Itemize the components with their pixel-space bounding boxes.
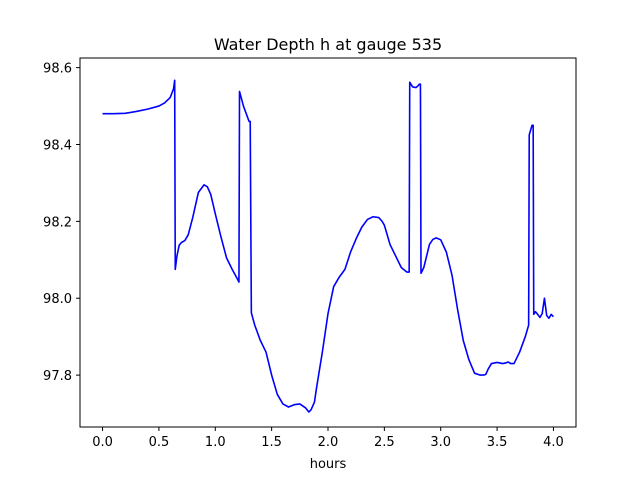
x-tick-label: 0.5 <box>149 435 170 450</box>
x-axis: 0.0 0.5 1.0 1.5 2.0 2.5 3.0 3.5 4.0 <box>92 427 564 450</box>
x-tick-label: 3.5 <box>487 435 508 450</box>
x-tick-label: 1.5 <box>261 435 282 450</box>
x-axis-title: hours <box>310 457 347 472</box>
y-tick-label: 97.8 <box>43 369 72 384</box>
series-line-0 <box>102 79 555 413</box>
y-tick-label: 98.0 <box>43 292 72 307</box>
x-tick-label: 3.0 <box>430 435 451 450</box>
x-tick-label: 4.0 <box>543 435 564 450</box>
x-tick-label: 2.0 <box>318 435 339 450</box>
x-tick-label: 0.0 <box>92 435 113 450</box>
chart-title: Water Depth h at gauge 535 <box>214 35 442 54</box>
y-tick-label: 98.4 <box>43 138 72 153</box>
x-tick-label: 2.5 <box>374 435 395 450</box>
y-tick-label: 98.6 <box>43 62 72 77</box>
y-axis: 97.8 98.0 98.2 98.4 98.6 <box>43 62 80 384</box>
y-tick-label: 98.2 <box>43 215 72 230</box>
x-tick-label: 1.0 <box>205 435 226 450</box>
